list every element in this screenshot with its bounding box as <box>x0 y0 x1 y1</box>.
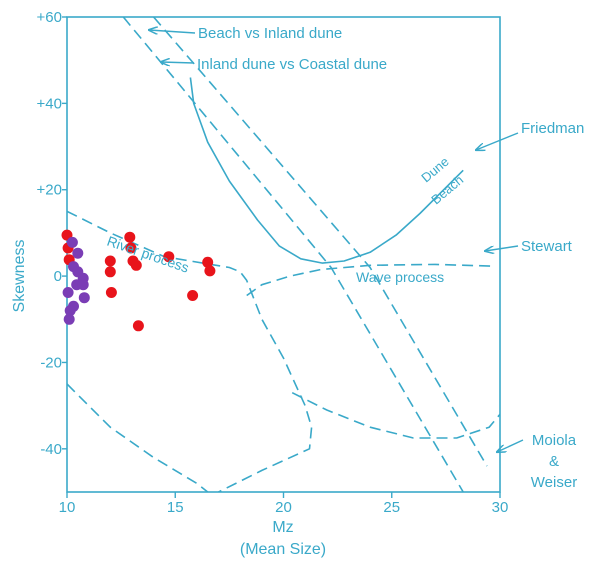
y-tick-label: +20 <box>37 182 62 199</box>
x-tick-label: 30 <box>492 499 509 516</box>
x-tick-label: 15 <box>167 499 184 516</box>
data-point <box>204 265 216 277</box>
inland-vs-coastal-dune-line <box>152 17 488 467</box>
annotation-beach-vs-inland-dune: Beach vs Inland dune <box>198 25 342 42</box>
Stewart-line <box>246 263 496 297</box>
data-point <box>78 292 90 304</box>
arrow-moiola-weiser <box>497 439 524 452</box>
x-tick-label: 20 <box>275 499 292 516</box>
data-point <box>125 242 137 254</box>
data-point <box>104 255 116 267</box>
data-point <box>163 251 175 263</box>
annotation-wave-process: Wave process <box>356 269 444 285</box>
annotation-weiser: Weiser <box>531 474 577 491</box>
data-point <box>130 259 142 271</box>
y-axis-label: Skewness <box>11 240 28 313</box>
annotation-stewart: Stewart <box>521 238 573 255</box>
x-tick-label: 10 <box>59 499 76 516</box>
data-point <box>187 290 199 301</box>
arrow-friedman <box>476 132 519 150</box>
y-tick-label: 0 <box>54 268 62 285</box>
Friedman-curve <box>189 77 464 264</box>
annotation-inland-vs-coastal-dune: Inland dune vs Coastal dune <box>197 56 387 73</box>
x-axis-label: Mz <box>272 519 293 536</box>
data-point <box>62 287 74 298</box>
annotation-river-process: River process <box>105 233 191 276</box>
data-point <box>72 247 84 259</box>
annotation-moiola: Moiola <box>532 432 577 449</box>
data-point <box>202 256 214 268</box>
data-point <box>105 287 117 298</box>
river-process-boundary <box>67 210 313 492</box>
lower-left-boundary <box>67 383 209 492</box>
x-tick-label: 25 <box>383 499 400 516</box>
arrow-inland-vs-coastal-dune <box>161 62 195 63</box>
data-point <box>132 320 144 332</box>
y-tick-label: +60 <box>37 9 62 26</box>
y-tick-label: +40 <box>37 95 62 112</box>
x-axis-sublabel: (Mean Size) <box>240 541 326 558</box>
annotation-ampersand: & <box>549 453 559 470</box>
data-point <box>77 279 89 291</box>
data-point <box>64 305 76 317</box>
Moiola-Weiser-line <box>291 391 500 439</box>
data-point <box>124 231 136 243</box>
data-point <box>63 313 75 325</box>
annotation-friedman: Friedman <box>521 120 584 137</box>
y-tick-label: -20 <box>40 354 62 371</box>
arrow-beach-vs-inland-dune <box>149 30 196 33</box>
data-point <box>104 266 116 278</box>
beach-vs-inland-dune-line <box>122 17 464 492</box>
y-tick-label: -40 <box>40 441 62 458</box>
data-point <box>66 236 78 248</box>
arrow-stewart <box>485 245 519 251</box>
